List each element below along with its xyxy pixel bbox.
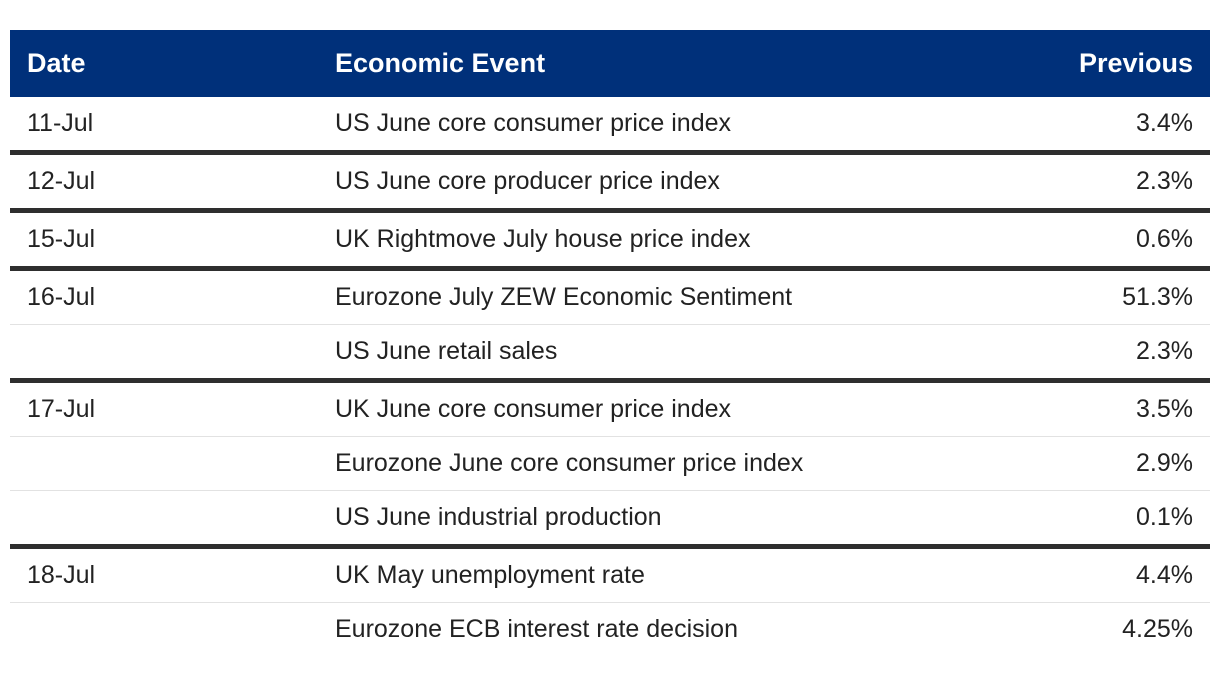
date-group: 11-Jul US June core consumer price index 3… xyxy=(10,97,1210,150)
table-row: 17-Jul UK June core consumer price index 3… xyxy=(10,383,1210,436)
date-group: 18-Jul UK May unemployment rate 4.4% Eurozo… xyxy=(10,549,1210,656)
event-cell: UK Rightmove July house price index xyxy=(335,225,751,253)
date-cell: 17-Jul xyxy=(27,395,96,423)
header-date: Date xyxy=(27,48,86,78)
date-cell: 15-Jul xyxy=(27,225,96,253)
event-cell: UK May unemployment rate xyxy=(335,561,645,589)
event-cell: US June industrial production xyxy=(335,503,662,531)
previous-cell: 4.4% xyxy=(1136,561,1193,589)
previous-cell: 0.1% xyxy=(1136,503,1193,531)
group-divider xyxy=(10,150,1210,155)
table-row: 15-Jul UK Rightmove July house price inde… xyxy=(10,213,1210,266)
group-divider xyxy=(10,266,1210,271)
previous-cell: 3.5% xyxy=(1136,395,1193,423)
date-cell: 18-Jul xyxy=(27,561,96,589)
date-cell: 16-Jul xyxy=(27,283,96,311)
previous-cell: 2.3% xyxy=(1136,167,1193,195)
group-divider xyxy=(10,208,1210,213)
header-economic-event: Economic Event xyxy=(335,48,546,78)
previous-cell: 2.3% xyxy=(1136,337,1193,365)
event-cell: US June core consumer price index xyxy=(335,109,732,137)
table-row: 11-Jul US June core consumer price index 3… xyxy=(10,97,1210,150)
previous-cell: 2.9% xyxy=(1136,449,1193,477)
table-row: 16-Jul Eurozone July ZEW Economic Sentime… xyxy=(10,271,1210,324)
event-cell: Eurozone June core consumer price index xyxy=(335,449,804,477)
event-cell: Eurozone ECB interest rate decision xyxy=(335,615,738,643)
date-cell: 11-Jul xyxy=(27,109,94,137)
event-cell: US June core producer price index xyxy=(335,167,720,195)
group-divider xyxy=(10,378,1210,383)
date-group: 15-Jul UK Rightmove July house price inde… xyxy=(10,213,1210,266)
table-header: Date Economic Event Previous xyxy=(10,30,1210,97)
table-row: Eurozone June core consumer price index 2… xyxy=(10,436,1210,490)
previous-cell: 51.3% xyxy=(1122,283,1193,311)
header-previous: Previous xyxy=(1078,48,1193,78)
table-row: US June retail sales 2.3% xyxy=(10,324,1210,378)
table-row: 12-Jul US June core producer price index 2… xyxy=(10,155,1210,208)
group-divider xyxy=(10,544,1210,549)
economic-calendar-table: Date Economic Event Previous 11-Jul US Ju… xyxy=(10,30,1210,656)
table-row: US June industrial production 0.1% xyxy=(10,490,1210,544)
date-group: 16-Jul Eurozone July ZEW Economic Sentime… xyxy=(10,271,1210,378)
date-cell: 12-Jul xyxy=(27,167,96,195)
table-body: 11-Jul US June core consumer price index 3… xyxy=(10,97,1210,656)
previous-cell: 4.25% xyxy=(1122,615,1193,643)
previous-cell: 3.4% xyxy=(1136,109,1193,137)
event-cell: US June retail sales xyxy=(335,337,558,365)
date-group: 12-Jul US June core producer price index 2… xyxy=(10,155,1210,208)
event-cell: Eurozone July ZEW Economic Sentiment xyxy=(335,283,793,311)
table-row: 18-Jul UK May unemployment rate 4.4% xyxy=(10,549,1210,602)
table-row: Eurozone ECB interest rate decision 4.25% xyxy=(10,602,1210,656)
event-cell: UK June core consumer price index xyxy=(335,395,732,423)
date-group: 17-Jul UK June core consumer price index 3… xyxy=(10,383,1210,544)
previous-cell: 0.6% xyxy=(1136,225,1193,253)
